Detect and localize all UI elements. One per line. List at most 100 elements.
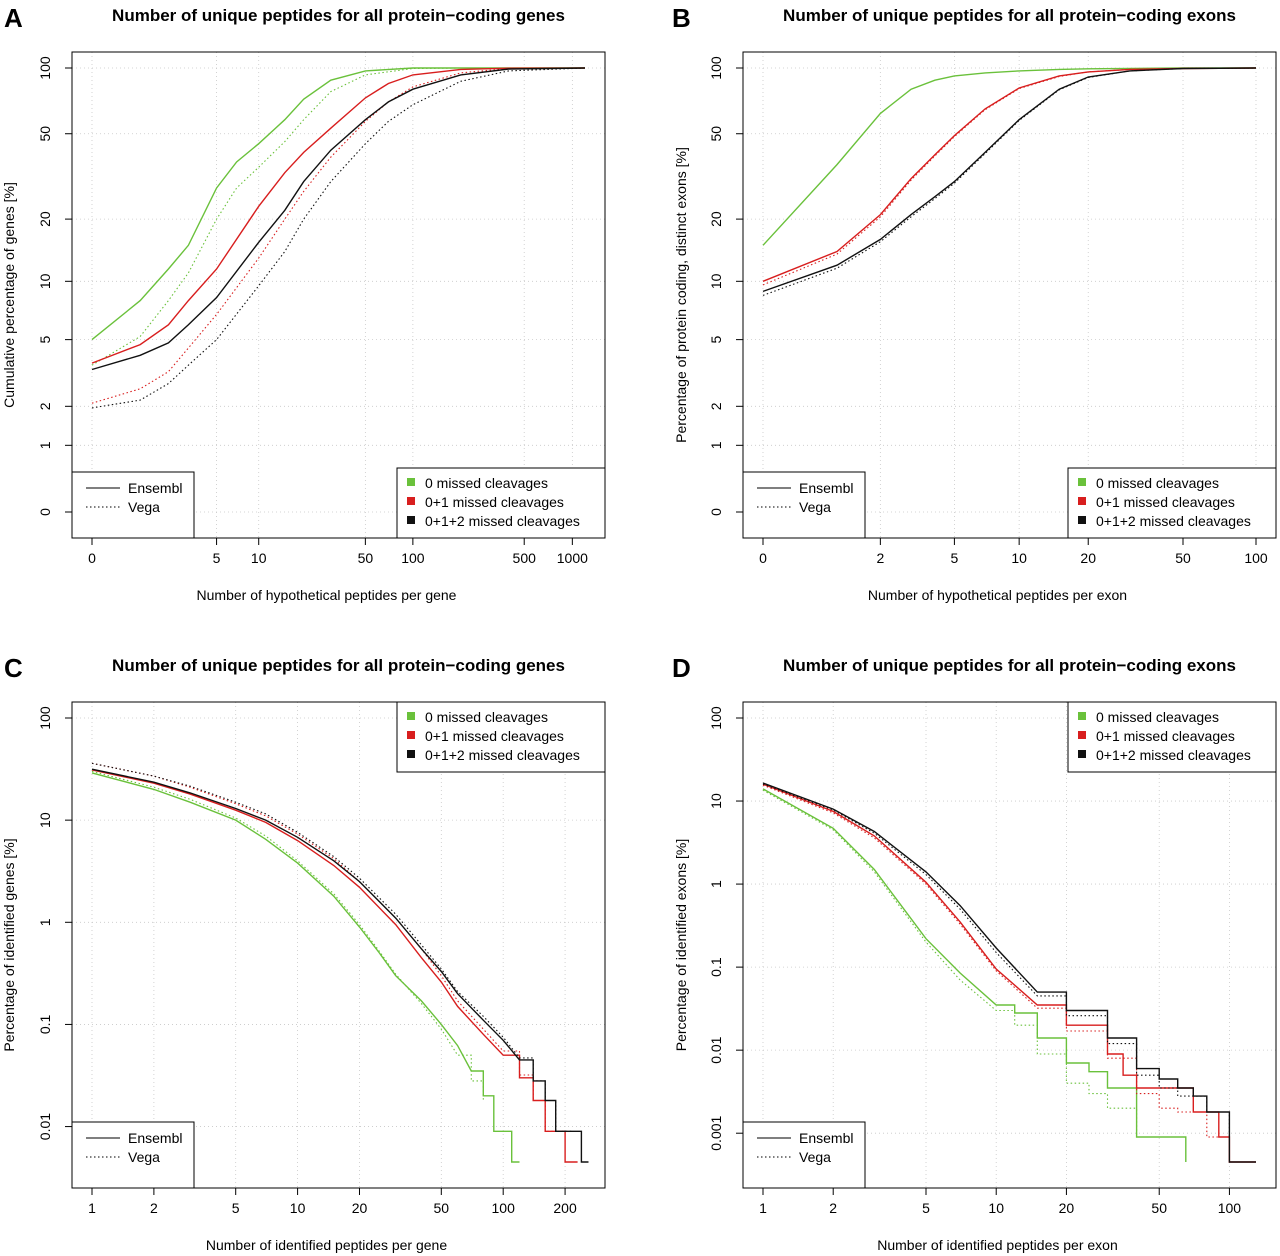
- legend-swatch: [407, 750, 415, 758]
- y-tick-label: 1: [708, 880, 724, 888]
- series-line-black-vega: [91, 762, 574, 1132]
- series-line-red-vega: [91, 67, 586, 404]
- legend-label: Ensembl: [128, 480, 182, 496]
- x-tick-label: 50: [434, 1200, 450, 1216]
- legend-label: Ensembl: [799, 1130, 853, 1146]
- legend-label: 0+1+2 missed cleavages: [425, 513, 580, 529]
- series-line-green-vega: [91, 770, 484, 1101]
- grid: [743, 702, 1276, 1188]
- legend-swatch: [1078, 731, 1086, 739]
- panel-c: C Number of unique peptides for all prote…: [1, 653, 606, 1253]
- legend-frame: [396, 701, 606, 773]
- series-line-red-vega: [762, 784, 1230, 1138]
- x-axis-label: Number of hypothetical peptides per exon: [868, 587, 1127, 603]
- series-line-red-vega: [91, 762, 566, 1132]
- legend-label: 0 missed cleavages: [425, 475, 548, 491]
- legend-source: Ensembl Vega: [71, 1121, 195, 1189]
- x-tick-label: 0: [759, 550, 767, 566]
- x-tick-label: 500: [513, 550, 537, 566]
- y-tick-label: 1: [37, 918, 53, 926]
- legend-cleavage: 0 missed cleavages 0+1 missed cleavages 0+…: [396, 701, 606, 773]
- y-axis-label: Cumulative percentage of genes [%]: [1, 182, 17, 408]
- legend-source: Ensembl Vega: [742, 471, 866, 539]
- y-tick-label: 100: [37, 706, 53, 730]
- x-tick-label: 5: [922, 1200, 930, 1216]
- legend-label: 0+1 missed cleavages: [1096, 494, 1235, 510]
- panel-title: Number of unique peptides for all protei…: [112, 656, 565, 675]
- panel-title: Number of unique peptides for all protei…: [783, 6, 1236, 25]
- legend-cleavage: 0 missed cleavages 0+1 missed cleavages 0+…: [1067, 701, 1277, 773]
- x-tick-label: 20: [352, 1200, 368, 1216]
- x-tick-label: 5: [951, 550, 959, 566]
- legend-label: 0 missed cleavages: [425, 709, 548, 725]
- legend-frame: [1067, 467, 1277, 539]
- legend-frame: [396, 467, 606, 539]
- panel-d: D Number of unique peptides for all prote…: [672, 653, 1277, 1253]
- panel-letter: C: [4, 653, 23, 683]
- series-line-black-ensembl: [762, 67, 1257, 293]
- x-tick-label: 100: [1218, 1200, 1242, 1216]
- legend-source: Ensembl Vega: [742, 1121, 866, 1189]
- series-line-green-ensembl: [91, 67, 585, 341]
- plot-frame: [71, 701, 606, 1189]
- series-line-black-ensembl: [762, 782, 1256, 1163]
- x-tick-label: 1: [759, 1200, 767, 1216]
- y-tick-label: 0.1: [708, 957, 724, 977]
- plot-frame: [742, 701, 1277, 1189]
- y-axis-label: Percentage of protein coding, distinct e…: [673, 147, 689, 443]
- legend-frame: [71, 1121, 195, 1189]
- grid: [72, 52, 605, 538]
- x-tick-label: 20: [1080, 550, 1096, 566]
- grid: [72, 702, 605, 1188]
- legend-label: Vega: [128, 1149, 160, 1165]
- y-tick-label: 10: [708, 273, 724, 289]
- legend-swatch: [407, 712, 415, 720]
- y-tick-label: 1: [708, 441, 724, 449]
- y-tick-label: 0.01: [708, 1036, 724, 1063]
- panel-title: Number of unique peptides for all protei…: [783, 656, 1236, 675]
- x-tick-label: 50: [1175, 550, 1191, 566]
- legend-swatch: [407, 731, 415, 739]
- legend-swatch: [407, 516, 415, 524]
- y-tick-label: 100: [37, 56, 53, 80]
- legend-label: Vega: [128, 499, 160, 515]
- legend-label: 0+1 missed cleavages: [425, 728, 564, 744]
- y-tick-label: 10: [708, 793, 724, 809]
- x-tick-label: 100: [492, 1200, 516, 1216]
- series-line-black-ensembl: [91, 67, 586, 371]
- grid: [743, 52, 1276, 538]
- legend-label: 0+1+2 missed cleavages: [1096, 513, 1251, 529]
- x-tick-label: 100: [401, 550, 425, 566]
- x-tick-label: 1: [88, 1200, 96, 1216]
- y-tick-label: 50: [37, 126, 53, 142]
- series-line-black-vega: [762, 67, 1257, 296]
- legend-frame: [742, 1121, 866, 1189]
- panel-letter: D: [672, 653, 691, 683]
- y-axis-label: Percentage of identified genes [%]: [1, 838, 17, 1051]
- legend-frame: [1067, 701, 1277, 773]
- legend-swatch: [407, 497, 415, 505]
- legend-swatch: [1078, 497, 1086, 505]
- x-tick-label: 5: [232, 1200, 240, 1216]
- x-axis-label: Number of identified peptides per gene: [206, 1237, 447, 1253]
- series-line-black-ensembl: [91, 768, 589, 1163]
- panel-b: B Number of unique peptides for all prote…: [672, 3, 1277, 603]
- legend-swatch: [1078, 478, 1086, 486]
- series-line-red-ensembl: [91, 769, 578, 1163]
- y-tick-label: 1: [37, 441, 53, 449]
- y-tick-label: 0.1: [37, 1014, 53, 1034]
- legend-label: 0 missed cleavages: [1096, 475, 1219, 491]
- y-tick-label: 0: [37, 508, 53, 516]
- x-tick-label: 10: [988, 1200, 1004, 1216]
- legend-label: 0 missed cleavages: [1096, 709, 1219, 725]
- series-line-red-ensembl: [91, 67, 586, 364]
- x-tick-label: 10: [1011, 550, 1027, 566]
- plot-frame: [71, 51, 606, 539]
- series-line-black-vega: [762, 783, 1230, 1137]
- y-tick-label: 100: [708, 706, 724, 730]
- legend-swatch: [1078, 712, 1086, 720]
- x-tick-label: 10: [251, 550, 267, 566]
- legend-label: 0+1 missed cleavages: [425, 494, 564, 510]
- y-tick-label: 10: [37, 812, 53, 828]
- y-tick-label: 100: [708, 56, 724, 80]
